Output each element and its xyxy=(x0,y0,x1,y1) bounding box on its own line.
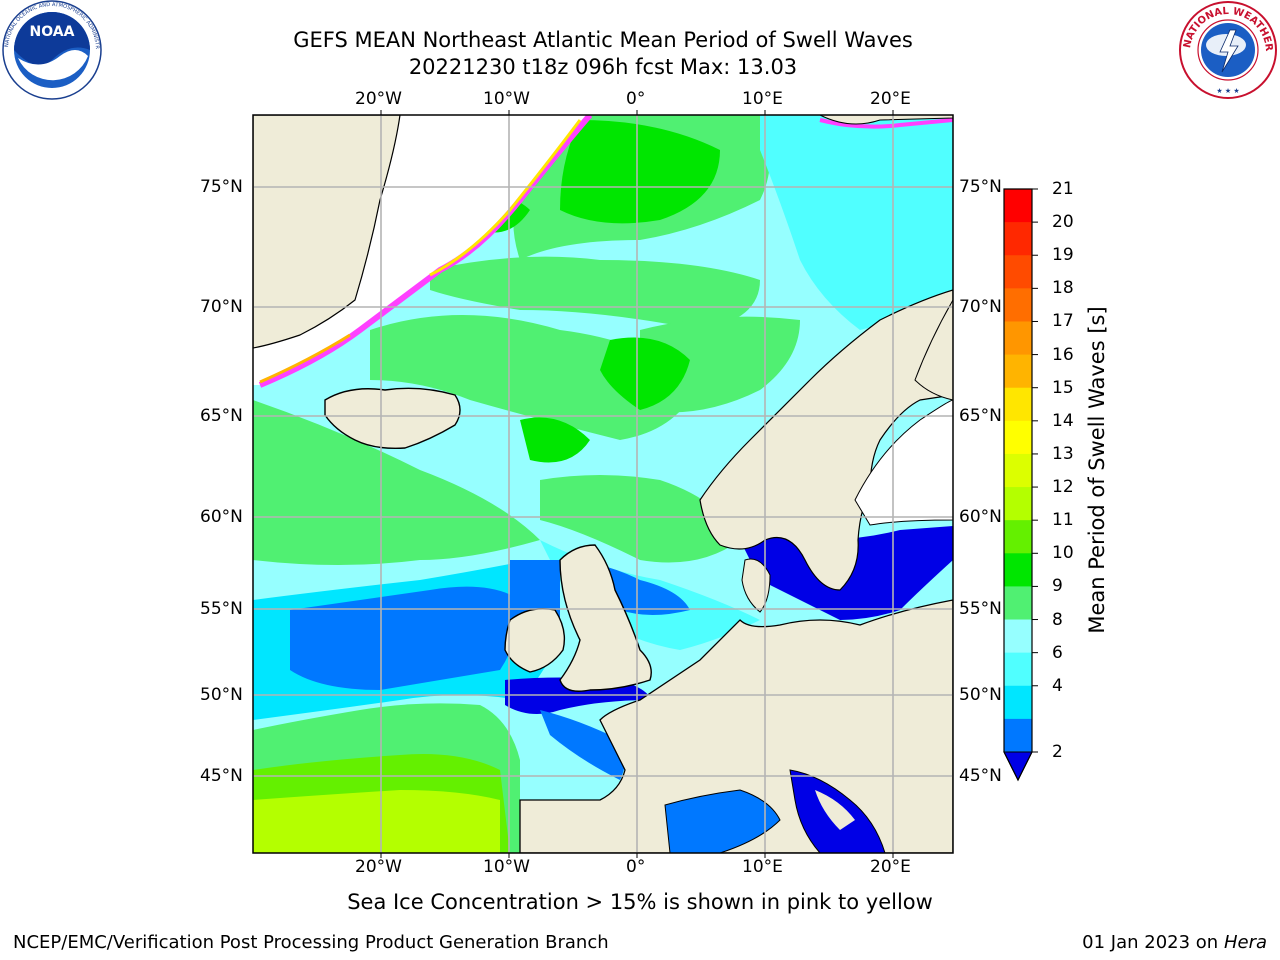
colorbar-frame xyxy=(1003,188,1033,782)
lat-label-left: 75°N xyxy=(200,177,243,197)
colorbar-segment xyxy=(1004,586,1032,621)
map-ticks xyxy=(380,110,894,858)
colorbar-segment xyxy=(1004,354,1032,389)
lat-label-right: 55°N xyxy=(959,599,1002,619)
colorbar-tick-label: 12 xyxy=(1052,477,1074,498)
footer-machine: Hera xyxy=(1223,932,1267,953)
lat-label-left: 55°N xyxy=(200,599,243,619)
colorbar-tick-label: 2 xyxy=(1052,742,1063,762)
colorbar-segment xyxy=(1004,520,1032,554)
colorbar-segment xyxy=(1004,553,1032,587)
lon-label-bottom: 20°W xyxy=(355,857,402,877)
colorbar-segment xyxy=(1004,685,1032,720)
lat-label-right: 75°N xyxy=(959,177,1002,197)
colorbar-tick-label: 14 xyxy=(1052,410,1074,431)
colorbar-segment xyxy=(1004,189,1032,223)
colorbar-tick-label: 16 xyxy=(1052,344,1074,365)
lat-label-left: 70°N xyxy=(200,297,243,317)
lat-label-right: 60°N xyxy=(959,507,1002,527)
lat-label-left: 65°N xyxy=(200,406,243,426)
colorbar-tick-label: 9 xyxy=(1052,576,1063,597)
nws-logo: NATIONAL WEATHER SERVICE ★ ★ ★ xyxy=(1178,0,1277,99)
lat-label-left: 60°N xyxy=(200,507,243,527)
colorbar-tick-label: 6 xyxy=(1052,642,1063,663)
colorbar-tick-label: 11 xyxy=(1052,510,1074,531)
lon-label-bottom: 10°E xyxy=(742,857,783,877)
swell-period-field xyxy=(253,115,953,853)
graticule xyxy=(253,115,953,853)
sea-ice-caption: Sea Ice Concentration > 15% is shown in … xyxy=(347,890,933,914)
lon-label-top: 20°W xyxy=(355,89,402,109)
svg-text:NOAA: NOAA xyxy=(30,24,75,40)
footer-date: 01 Jan 2023 on Hera xyxy=(1082,932,1267,953)
colorbar-segment xyxy=(1004,453,1032,488)
colorbar-tick-label: 18 xyxy=(1052,278,1074,299)
colorbar-segment xyxy=(1004,652,1032,687)
colorbar-segment xyxy=(1004,288,1032,322)
colorbar-tick-label: 10 xyxy=(1052,543,1074,564)
colorbar-segment xyxy=(1004,619,1032,654)
colorbar-segment xyxy=(1004,387,1032,422)
lon-label-bottom: 10°W xyxy=(483,857,530,877)
map-frame xyxy=(252,114,954,854)
colorbar-segment xyxy=(1004,321,1032,356)
colorbar-segment xyxy=(1004,255,1032,289)
chart-title: GEFS MEAN Northeast Atlantic Mean Period… xyxy=(293,28,913,52)
colorbar-segment xyxy=(1004,420,1032,455)
lat-label-left: 50°N xyxy=(200,685,243,705)
colorbar-tick-label: 13 xyxy=(1052,443,1074,464)
lat-label-right: 50°N xyxy=(959,685,1002,705)
lat-label-left: 45°N xyxy=(200,766,243,786)
colorbar-tick-label: 21 xyxy=(1052,179,1074,199)
colorbar-tick-label: 8 xyxy=(1052,609,1063,630)
footer-date-text: 01 Jan 2023 on xyxy=(1082,932,1219,953)
lon-label-top: 0° xyxy=(626,89,646,109)
lon-label-top: 20°E xyxy=(870,89,911,109)
noaa-logo: NOAA NATIONAL OCEANIC AND ATMOSPHERIC AD… xyxy=(0,0,102,100)
footer-credit: NCEP/EMC/Verification Post Processing Pr… xyxy=(13,932,609,953)
colorbar-segment xyxy=(1004,718,1032,753)
colorbar xyxy=(1003,188,1038,782)
lat-label-right: 70°N xyxy=(959,297,1002,317)
colorbar-segment xyxy=(1004,487,1032,521)
colorbar-extend-arrow xyxy=(1003,751,1033,782)
lon-label-bottom: 0° xyxy=(626,857,646,877)
lon-label-bottom: 20°E xyxy=(870,857,911,877)
lon-label-top: 10°E xyxy=(742,89,783,109)
colorbar-tick-label: 4 xyxy=(1052,675,1063,696)
forecast-subtitle: 20221230 t18z 096h fcst Max: 13.03 xyxy=(408,55,798,79)
colorbar-segment xyxy=(1004,222,1032,256)
colorbar-title: Mean Period of Swell Waves [s] xyxy=(1085,306,1109,634)
colorbar-tick-label: 15 xyxy=(1052,377,1074,398)
colorbar-tick-label: 17 xyxy=(1052,311,1074,332)
lon-label-top: 10°W xyxy=(483,89,530,109)
lat-label-right: 45°N xyxy=(959,766,1002,786)
lat-label-right: 65°N xyxy=(959,406,1002,426)
svg-text:★ ★ ★: ★ ★ ★ xyxy=(1216,87,1239,95)
colorbar-tick-label: 19 xyxy=(1052,245,1074,266)
colorbar-tick-label: 20 xyxy=(1052,212,1074,233)
